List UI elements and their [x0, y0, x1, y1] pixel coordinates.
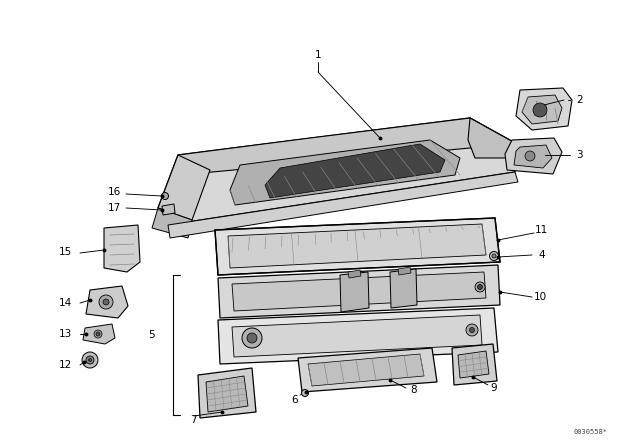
Text: 10: 10 [534, 292, 547, 302]
Polygon shape [522, 95, 562, 124]
Circle shape [94, 330, 102, 338]
Circle shape [533, 103, 547, 117]
Circle shape [99, 295, 113, 309]
Circle shape [492, 254, 496, 258]
Circle shape [82, 352, 98, 368]
Polygon shape [340, 272, 369, 312]
Text: 4: 4 [538, 250, 545, 260]
Circle shape [490, 251, 499, 260]
Circle shape [161, 193, 168, 199]
Polygon shape [516, 88, 572, 130]
Circle shape [247, 333, 257, 343]
Circle shape [525, 151, 535, 161]
Text: 9: 9 [490, 383, 497, 393]
Polygon shape [178, 118, 515, 175]
Polygon shape [218, 265, 500, 318]
Text: 5: 5 [148, 330, 155, 340]
Polygon shape [104, 225, 140, 272]
Text: 13: 13 [59, 329, 72, 339]
Circle shape [301, 389, 308, 396]
Circle shape [88, 358, 92, 362]
Polygon shape [505, 138, 562, 174]
Polygon shape [152, 208, 192, 238]
Polygon shape [158, 118, 515, 225]
Text: 16: 16 [108, 187, 121, 197]
Circle shape [466, 324, 478, 336]
Polygon shape [265, 144, 445, 198]
Text: 8: 8 [410, 385, 417, 395]
Text: 7: 7 [189, 415, 196, 425]
Circle shape [103, 299, 109, 305]
Text: 11: 11 [535, 225, 548, 235]
Text: 2: 2 [576, 95, 582, 105]
Text: 12: 12 [59, 360, 72, 370]
Polygon shape [232, 272, 486, 311]
Polygon shape [158, 155, 210, 220]
Polygon shape [83, 324, 115, 344]
Polygon shape [228, 224, 486, 268]
Polygon shape [218, 308, 498, 364]
Polygon shape [230, 140, 460, 205]
Text: 14: 14 [59, 298, 72, 308]
Circle shape [96, 332, 100, 336]
Polygon shape [458, 351, 489, 378]
Circle shape [470, 327, 474, 332]
Polygon shape [162, 204, 175, 215]
Polygon shape [390, 269, 417, 308]
Text: 6: 6 [292, 395, 298, 405]
Polygon shape [206, 376, 248, 412]
Circle shape [475, 282, 485, 292]
Text: 1: 1 [315, 50, 321, 60]
Circle shape [477, 284, 483, 289]
Text: 15: 15 [59, 247, 72, 257]
Polygon shape [232, 315, 482, 357]
Polygon shape [198, 368, 256, 418]
Polygon shape [308, 354, 424, 386]
Circle shape [242, 328, 262, 348]
Text: 0030558*: 0030558* [574, 429, 608, 435]
Polygon shape [468, 118, 520, 158]
Text: 17: 17 [108, 203, 121, 213]
Polygon shape [348, 270, 361, 278]
Circle shape [86, 356, 94, 364]
Polygon shape [215, 218, 500, 275]
Polygon shape [452, 344, 497, 385]
Polygon shape [168, 172, 518, 238]
Polygon shape [514, 145, 552, 168]
Polygon shape [398, 267, 411, 275]
Polygon shape [86, 286, 128, 318]
Polygon shape [298, 348, 437, 392]
Text: 3: 3 [576, 150, 582, 160]
